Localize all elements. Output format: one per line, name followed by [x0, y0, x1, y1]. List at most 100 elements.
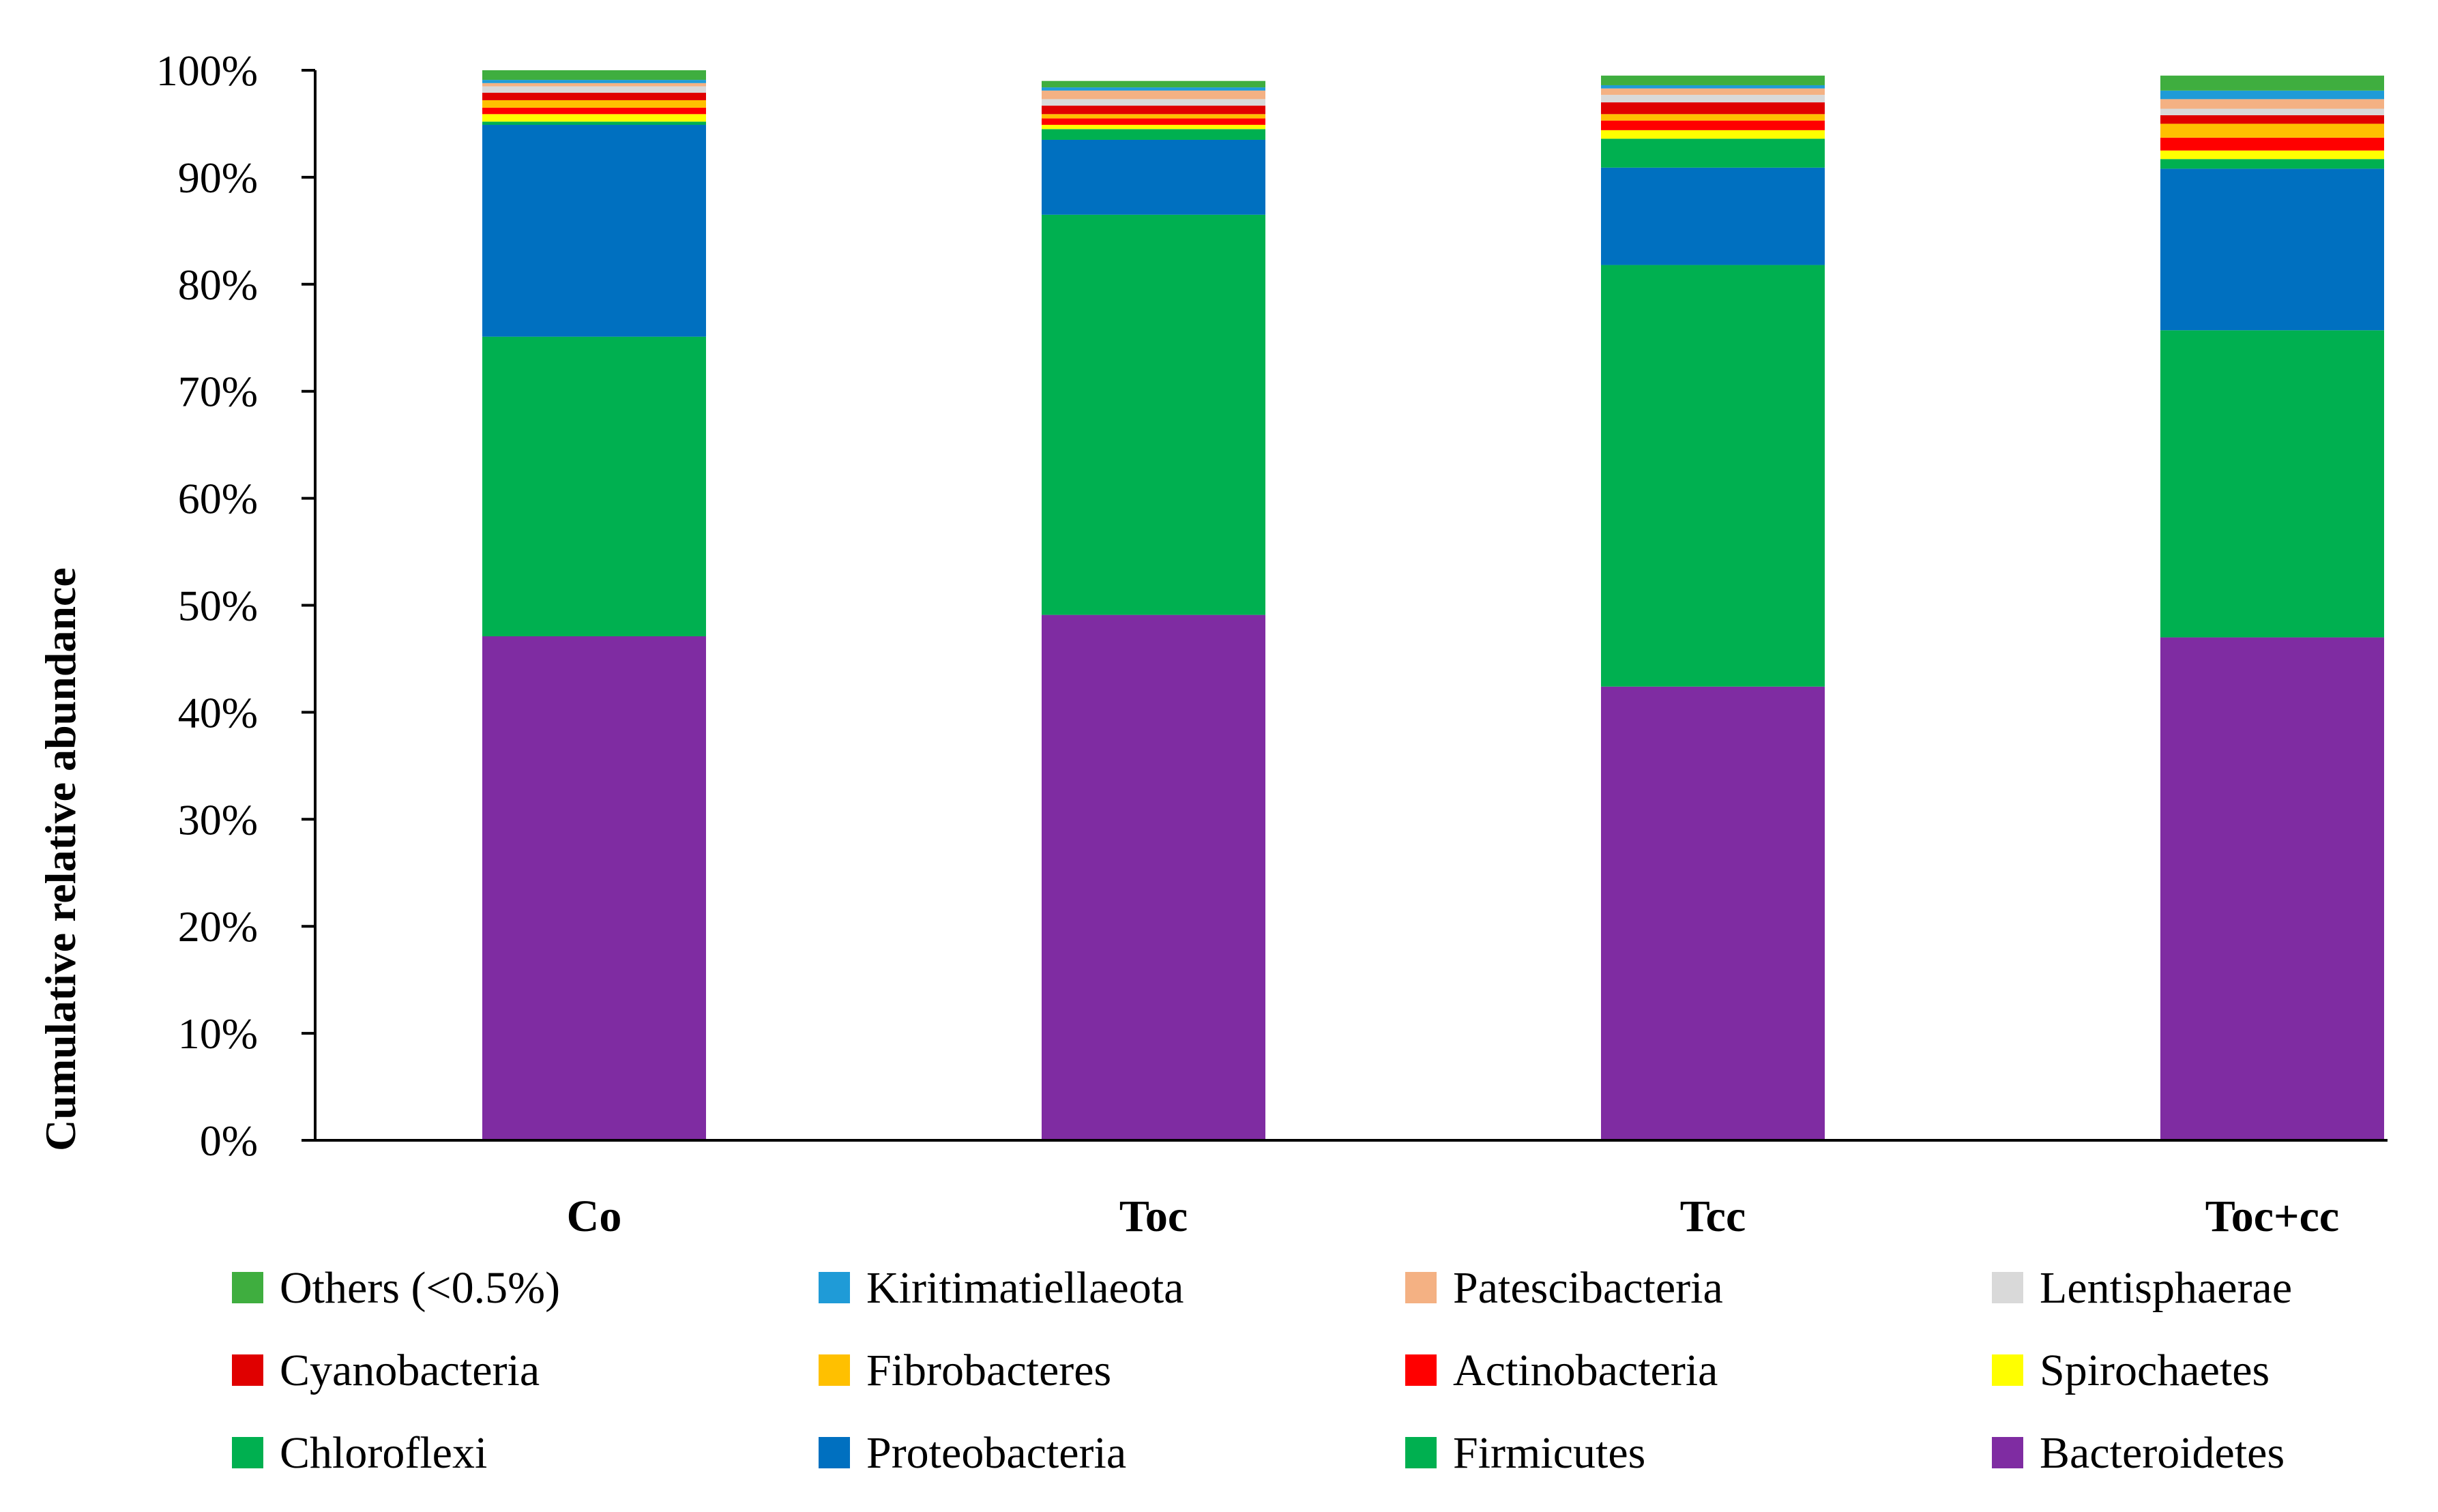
x-tick-label: Co [567, 1191, 622, 1241]
bar-segment-co-proteobacteria [482, 125, 706, 337]
legend: Others (<0.5%) Kiritimatiellaeota Patescib… [232, 1263, 2292, 1478]
legend-label: Patescibacteria [1453, 1263, 1723, 1313]
bar-segment-tcc-spirochaetes [1601, 130, 1825, 139]
y-tick-label: 10% [178, 1009, 258, 1058]
legend-swatch [232, 1437, 263, 1468]
bar-stack-toc [1042, 80, 1265, 1140]
y-tick-label: 30% [178, 795, 258, 844]
bar-segment-tcc-lentisphaerae [1601, 95, 1825, 103]
bar-segment-toc-firmicutes [1042, 214, 1265, 615]
bar-segment-toc-lentisphaerae [1042, 99, 1265, 106]
y-tick-label: 90% [178, 153, 258, 202]
y-tick-label: 50% [178, 582, 258, 630]
legend-entry-actinobacteria: Actinobacteria [1405, 1346, 1718, 1395]
x-tick-label: Toc+cc [2205, 1191, 2339, 1241]
legend-swatch [819, 1437, 850, 1468]
legend-label: Fibrobacteres [866, 1346, 1111, 1395]
bar-segment-co-spirochaetes [482, 114, 706, 122]
legend-entry-others-0-5: Others (<0.5%) [232, 1263, 560, 1313]
bar-segment-tcc-fibrobacteres [1601, 114, 1825, 121]
bar-segment-toc-cc-proteobacteria [2160, 168, 2384, 331]
bar-segment-toc-cc-patescibacteria [2160, 99, 2384, 109]
bar-segment-tcc-others-0-5 [1601, 75, 1825, 85]
bar-segment-co-firmicutes [482, 336, 706, 637]
legend-entry-kiritimatiellaeota: Kiritimatiellaeota [819, 1263, 1184, 1313]
legend-label: Cyanobacteria [280, 1346, 540, 1395]
legend-label: Firmicutes [1453, 1428, 1645, 1478]
legend-label: Others (<0.5%) [280, 1263, 560, 1313]
legend-entry-cyanobacteria: Cyanobacteria [232, 1346, 540, 1395]
legend-swatch [1405, 1437, 1437, 1468]
bar-segment-tcc-bacteroidetes [1601, 686, 1825, 1140]
bar-segment-co-lentisphaerae [482, 86, 706, 93]
bar-segment-toc-cc-cyanobacteria [2160, 115, 2384, 124]
bar-segment-toc-spirochaetes [1042, 125, 1265, 130]
bar-segment-co-chloroflexi [482, 121, 706, 125]
bar-segment-toc-cc-firmicutes [2160, 330, 2384, 638]
bar-segment-toc-cc-chloroflexi [2160, 159, 2384, 169]
bar-stack-co [482, 70, 706, 1140]
legend-label: Actinobacteria [1453, 1346, 1718, 1395]
bar-stack-tcc [1601, 75, 1825, 1140]
bar-segment-co-cyanobacteria [482, 92, 706, 100]
y-axis-label: Cumulative relative abundance [36, 567, 85, 1151]
y-axis: 0% 10% 20% 30% 40% 50% 60% 70% 80% 90% 100% [156, 46, 317, 1165]
y-tick-label: 0% [200, 1116, 258, 1165]
bar-segment-co-kiritimatiellaeota [482, 80, 706, 83]
bar-segment-co-patescibacteria [482, 83, 706, 87]
legend-entry-patescibacteria: Patescibacteria [1405, 1263, 1723, 1313]
legend-entry-bacteroidetes: Bacteroidetes [1992, 1428, 2285, 1478]
bar-segment-toc-patescibacteria [1042, 90, 1265, 100]
legend-label: Spirochaetes [2040, 1346, 2270, 1395]
bar-segment-toc-chloroflexi [1042, 129, 1265, 140]
legend-entry-chloroflexi: Chloroflexi [232, 1428, 487, 1478]
legend-swatch [1405, 1354, 1437, 1386]
bar-segment-toc-bacteroidetes [1042, 614, 1265, 1140]
legend-entry-firmicutes: Firmicutes [1405, 1428, 1645, 1478]
legend-label: Proteobacteria [866, 1428, 1126, 1478]
bar-segment-toc-cc-spirochaetes [2160, 150, 2384, 160]
bar-segment-tcc-firmicutes [1601, 265, 1825, 687]
bar-segment-tcc-patescibacteria [1601, 88, 1825, 95]
legend-entry-lentisphaerae: Lentisphaerae [1992, 1263, 2292, 1313]
bar-segment-co-others-0-5 [482, 70, 706, 80]
legend-swatch [1992, 1272, 2023, 1303]
bar-segment-co-actinobacteria [482, 107, 706, 115]
legend-swatch [819, 1272, 850, 1303]
x-axis: Co Toc Tcc Toc+cc [302, 1139, 2388, 1241]
y-tick-label: 70% [178, 368, 258, 416]
legend-label: Kiritimatiellaeota [866, 1263, 1184, 1313]
bar-segment-toc-kiritimatiellaeota [1042, 87, 1265, 91]
legend-label: Chloroflexi [280, 1428, 487, 1478]
legend-entry-fibrobacteres: Fibrobacteres [819, 1346, 1111, 1395]
legend-entry-proteobacteria: Proteobacteria [819, 1428, 1126, 1478]
y-tick-label: 60% [178, 475, 258, 523]
bar-segment-toc-actinobacteria [1042, 118, 1265, 125]
legend-swatch [232, 1272, 263, 1303]
bar-segment-tcc-actinobacteria [1601, 120, 1825, 130]
bar-segment-co-fibrobacteres [482, 100, 706, 108]
bar-segment-tcc-kiritimatiellaeota [1601, 85, 1825, 89]
y-tick-label: 80% [178, 261, 258, 309]
bar-segment-tcc-cyanobacteria [1601, 102, 1825, 115]
bar-segment-toc-cc-fibrobacteres [2160, 123, 2384, 138]
legend-swatch [1992, 1437, 2023, 1468]
legend-swatch [1992, 1354, 2023, 1386]
legend-swatch [1405, 1272, 1437, 1303]
x-tick-label: Tcc [1680, 1191, 1746, 1241]
bar-segment-toc-fibrobacteres [1042, 114, 1265, 119]
legend-swatch [819, 1354, 850, 1386]
bar-segment-toc-cc-actinobacteria [2160, 137, 2384, 151]
legend-label: Lentisphaerae [2040, 1263, 2292, 1313]
y-tick-label: 40% [178, 688, 258, 737]
bar-segment-toc-cc-lentisphaerae [2160, 108, 2384, 115]
y-tick-label: 20% [178, 902, 258, 951]
bar-stack-toc-cc [2160, 75, 2384, 1140]
y-tick-label: 100% [156, 46, 258, 95]
bar-segment-toc-proteobacteria [1042, 139, 1265, 215]
bar-segment-toc-cc-kiritimatiellaeota [2160, 90, 2384, 100]
bar-segment-tcc-chloroflexi [1601, 138, 1825, 168]
bar-segment-toc-cc-bacteroidetes [2160, 637, 2384, 1140]
bar-segment-tcc-proteobacteria [1601, 167, 1825, 265]
bar-segment-toc-cyanobacteria [1042, 105, 1265, 115]
